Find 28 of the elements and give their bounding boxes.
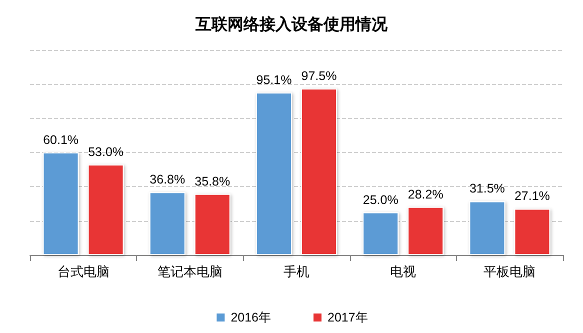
bar	[88, 164, 124, 255]
bar	[301, 88, 337, 255]
bar	[514, 208, 550, 255]
data-label: 97.5%	[301, 68, 337, 83]
bar	[149, 192, 186, 255]
data-label: 36.8%	[150, 172, 186, 187]
x-tick-label: 电视	[390, 264, 416, 279]
bar	[362, 212, 399, 255]
data-label: 60.1%	[43, 132, 79, 147]
data-label: 27.1%	[514, 189, 550, 204]
data-label: 28.2%	[408, 187, 444, 202]
bar	[256, 92, 292, 255]
x-tick-label: 台式电脑	[57, 264, 110, 279]
bar	[469, 201, 506, 255]
data-label: 25.0%	[362, 192, 398, 207]
data-label: 95.1%	[256, 73, 292, 88]
chart-title: 互联网络接入设备使用情况	[194, 16, 388, 34]
x-tick-label: 平板电脑	[484, 264, 536, 279]
data-label: 53.0%	[88, 144, 124, 159]
bar	[42, 152, 79, 255]
legend-label: 2017年	[328, 310, 368, 324]
x-tick-label: 笔记本电脑	[157, 264, 222, 279]
x-tick-label: 手机	[284, 264, 310, 279]
bar	[194, 194, 230, 255]
legend-label: 2016年	[230, 310, 272, 324]
data-label: 31.5%	[469, 182, 505, 196]
data-label: 35.8%	[194, 174, 230, 188]
bar	[408, 206, 444, 255]
